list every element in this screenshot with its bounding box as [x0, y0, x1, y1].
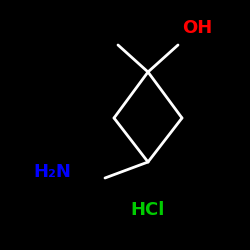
Text: OH: OH [182, 19, 212, 37]
Text: H₂N: H₂N [33, 163, 71, 181]
Text: HCl: HCl [131, 201, 165, 219]
